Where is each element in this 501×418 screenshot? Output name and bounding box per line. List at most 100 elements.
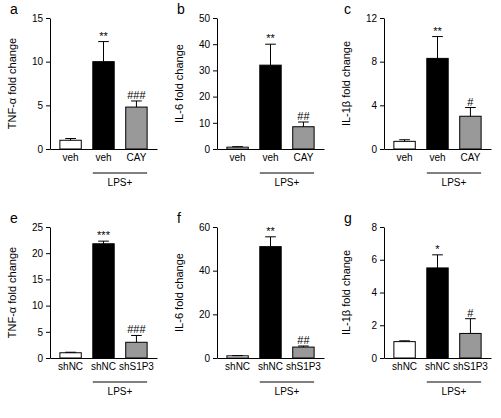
bar [126, 342, 147, 358]
tick: veh [63, 152, 79, 163]
tick-mark [213, 70, 217, 71]
x-axis-line [218, 358, 325, 359]
error-bar [432, 37, 443, 59]
tick-label: shS1P3 [119, 361, 154, 372]
bar [93, 244, 114, 358]
tick-mark [46, 332, 50, 333]
error-bar [432, 255, 443, 268]
y-axis-line [217, 19, 218, 150]
significance-label: ** [99, 30, 108, 42]
tick: shNC [392, 361, 417, 372]
tick-mark [213, 149, 217, 150]
tick-label: 0 [37, 144, 43, 155]
tick-mark [46, 279, 50, 280]
tick-mark [213, 358, 217, 359]
tick: 12 [366, 13, 384, 24]
bar [260, 65, 281, 149]
group-label: LPS+ [275, 177, 300, 188]
significance-label: * [435, 243, 440, 255]
y-axis-line [217, 228, 218, 359]
plot: 02468shNCshNCshS1P3IL-1β fold change*#LP… [340, 222, 492, 397]
tick: 0 [371, 144, 384, 155]
tick-label: veh [95, 152, 111, 163]
plot: 01020304050vehvehCAYIL-6 fold change**##… [173, 13, 325, 188]
panel-label: b [177, 1, 185, 17]
x-axis: vehvehCAY [385, 150, 492, 164]
tick-mark [213, 18, 217, 19]
error-bar [232, 146, 243, 148]
group-line [427, 382, 481, 383]
tick: shS1P3 [119, 361, 154, 372]
tick: 8 [371, 56, 384, 67]
tick-mark [213, 271, 217, 272]
bar [460, 333, 481, 358]
tick-label: veh [230, 152, 246, 163]
y-axis-line [50, 19, 51, 150]
tick-label: 4 [371, 100, 377, 111]
y-axis: 02468 [371, 222, 384, 364]
error-bar [399, 140, 410, 142]
tick-label: 2 [371, 320, 377, 331]
x-axis: shNCshNCshS1P3 [218, 359, 325, 373]
tick-label: veh [262, 152, 278, 163]
marks [394, 37, 481, 149]
tick: 4 [371, 100, 384, 111]
tick-label: CAY [461, 152, 481, 163]
tick: 15 [32, 13, 50, 24]
panel: c04812vehvehCAYIL-1β fold change**#LPS+ [340, 1, 492, 188]
tick-label: CAY [127, 152, 147, 163]
tick: shS1P3 [453, 361, 488, 372]
tick-label: shS1P3 [286, 361, 321, 372]
tick-mark [380, 260, 384, 261]
plot: 04812vehvehCAYIL-1β fold change**#LPS+ [340, 13, 492, 188]
x-axis: vehvehCAY [218, 150, 325, 164]
tick-label: 12 [366, 13, 378, 24]
error-bar [265, 44, 276, 65]
tick: CAY [461, 152, 481, 163]
marks [394, 255, 481, 358]
y-axis-line [50, 228, 51, 359]
tick: 10 [32, 56, 50, 67]
tick-label: 0 [371, 144, 377, 155]
plot: 051015vehvehCAYTNF-α fold change**###LPS… [6, 13, 158, 188]
tick: 40 [199, 265, 217, 276]
bar [60, 140, 81, 149]
panel: b01020304050vehvehCAYIL-6 fold change**#… [173, 1, 325, 188]
tick-mark [213, 44, 217, 45]
tick: shS1P3 [286, 361, 321, 372]
tick-mark [380, 18, 384, 19]
tick-label: 60 [199, 222, 211, 233]
error-bar [65, 139, 76, 141]
significance-label: ## [297, 334, 310, 346]
tick: 10 [32, 300, 50, 311]
tick-mark [213, 314, 217, 315]
y-axis-title: TNF-α fold change [6, 38, 18, 129]
tick-mark [380, 293, 384, 294]
group-line [93, 173, 147, 174]
y-axis: 0204060 [199, 222, 218, 364]
group-label: LPS+ [108, 386, 133, 397]
panel-label: c [344, 1, 351, 17]
y-axis-title: IL-1β fold change [340, 41, 352, 126]
y-axis-line [384, 228, 385, 359]
tick-label: shNC [392, 361, 417, 372]
bar [293, 347, 314, 358]
error-bar [465, 319, 476, 334]
tick: veh [397, 152, 413, 163]
tick-mark [380, 149, 384, 150]
bar [227, 147, 248, 149]
x-axis: veh veh CAY [51, 150, 158, 164]
bar [427, 268, 448, 358]
y-axis: 0510152025 [32, 222, 51, 364]
y-axis-title: IL-1β fold change [340, 250, 352, 335]
significance-label: # [467, 96, 474, 108]
tick-label: 0 [37, 353, 43, 364]
tick: 15 [32, 274, 50, 285]
tick-label: 0 [371, 353, 377, 364]
tick: 30 [199, 65, 217, 76]
x-axis-line [51, 149, 158, 150]
significance-label: ** [433, 25, 442, 37]
y-axis-title: IL-6 fold change [173, 44, 185, 123]
marks [227, 237, 314, 358]
panel-label: a [10, 1, 18, 17]
